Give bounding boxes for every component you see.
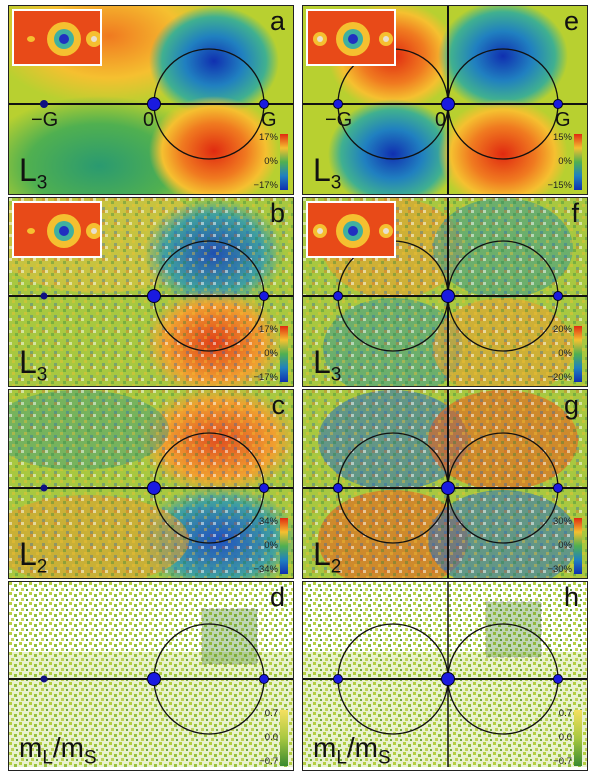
quantity-label: L3 [313,151,342,193]
tick-zero: 0 [143,109,155,131]
panel-g-map [303,390,587,578]
quantity-label: mL/mS [19,732,97,769]
panel-a-map [9,6,293,194]
panel-c: c L2 34% 0% −34% [8,389,294,579]
panel-e-map [303,6,587,194]
colorbar: 15% 0% −15% [534,132,584,192]
colorbar: 30% 0% −30% [534,516,584,576]
panel-b-map [9,198,293,386]
colorbar: 17% 0% −17% [240,324,290,384]
panel-d: d mL/mS 0.7 0.0 −0.7 [8,581,294,771]
panel-letter: a [269,6,285,36]
panel-h: h mL/mS 0.7 0.0 −0.7 [302,581,588,771]
inset-image [12,9,102,66]
panel-e: e −G 0 G L3 15% 0% −15% [302,5,588,195]
colorbar: 0.7 0.0 −0.7 [534,708,584,768]
tick-g: G [261,109,277,131]
panel-d-map [9,582,293,767]
panel-letter: g [563,390,579,420]
tick-g: G [555,109,571,131]
panel-letter: e [563,6,579,36]
colorbar: 17% 0% −17% [240,132,290,192]
quantity-label: L3 [313,343,342,385]
panel-c-map [9,390,293,578]
inset-image [306,9,396,66]
inset-image [306,201,396,258]
panel-a: a −G 0 G L3 17% 0% −17% [8,5,294,195]
colorbar: 34% 0% −34% [240,516,290,576]
quantity-label: L3 [19,343,48,385]
panel-f-map [303,198,587,386]
panel-letter: b [269,198,285,228]
panel-letter: c [271,390,286,420]
tick-zero: 0 [435,109,447,131]
colorbar: 20% 0% −20% [534,324,584,384]
panel-g: g L2 30% 0% −30% [302,389,588,579]
panel-letter: f [571,198,579,228]
inset-image [12,201,102,258]
panel-letter: h [563,582,579,612]
panel-letter: d [269,582,285,612]
tick-neg-g: −G [31,109,59,131]
panel-b: b L3 17% 0% −17% [8,197,294,387]
panel-h-map [303,582,587,767]
quantity-label: mL/mS [313,732,391,769]
colorbar: 0.7 0.0 −0.7 [240,708,290,768]
quantity-label: L2 [313,535,342,577]
quantity-label: L2 [19,535,48,577]
panel-f: f L3 20% 0% −20% [302,197,588,387]
quantity-label: L3 [19,151,48,193]
tick-neg-g: −G [325,109,353,131]
